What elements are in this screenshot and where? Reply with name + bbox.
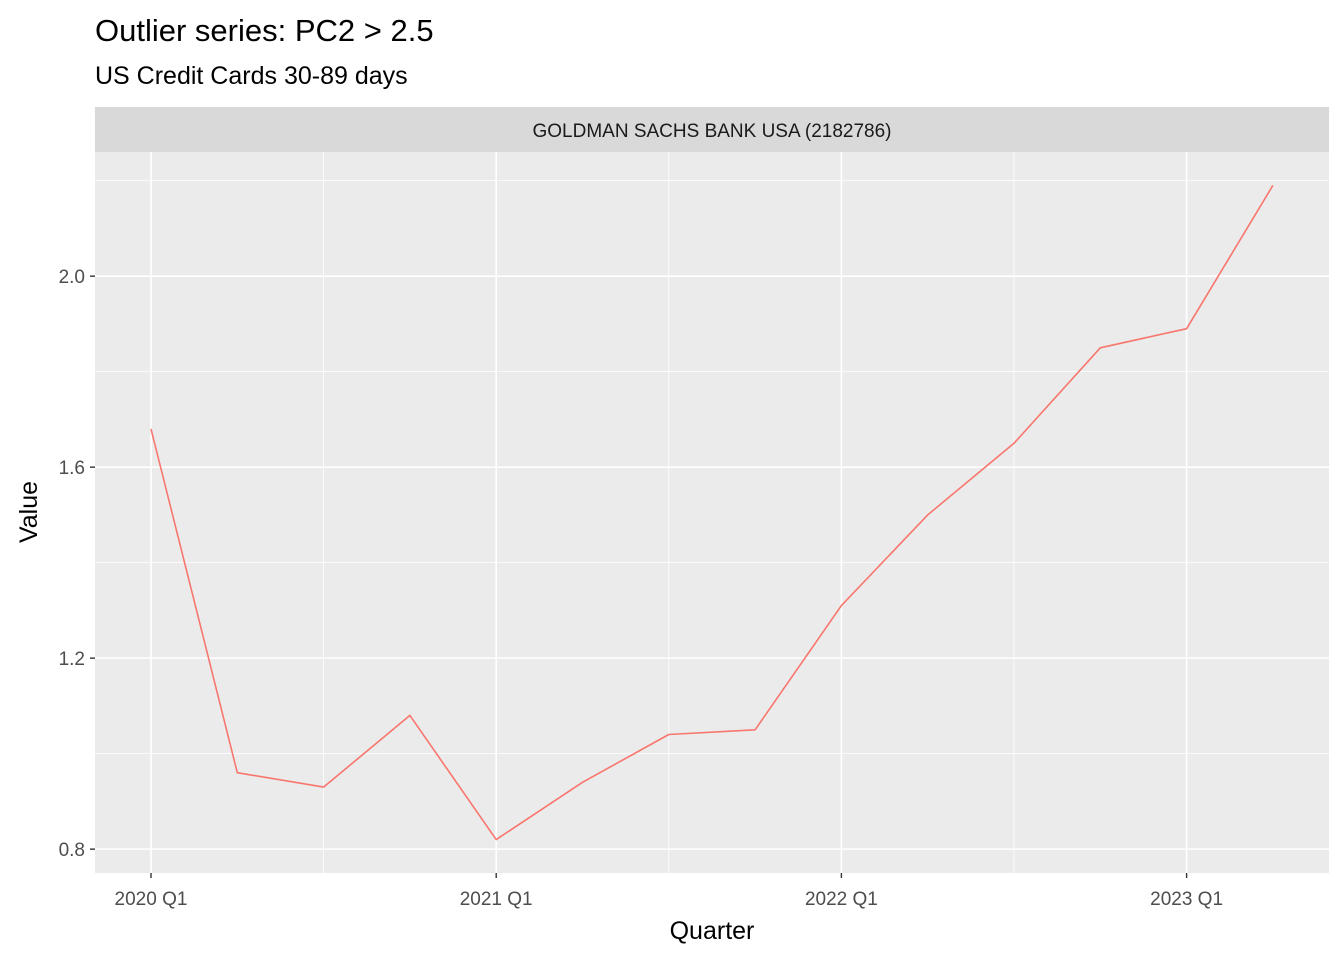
axis-ticks bbox=[90, 275, 1188, 878]
facet-strip bbox=[95, 107, 1329, 152]
x-axis-labels: 2020 Q1 2021 Q1 2022 Q1 2023 Q1 bbox=[115, 889, 1224, 910]
plot-panel bbox=[95, 152, 1329, 873]
x-tick-label: 2023 Q1 bbox=[1150, 889, 1223, 910]
major-gridlines bbox=[95, 152, 1329, 873]
y-axis-labels: 0.8 1.2 1.6 2.0 bbox=[59, 267, 85, 861]
facet-label: GOLDMAN SACHS BANK USA (2182786) bbox=[532, 121, 891, 142]
x-axis-title: Quarter bbox=[670, 917, 755, 945]
y-tick-label: 1.6 bbox=[59, 458, 85, 479]
x-tick-label: 2020 Q1 bbox=[115, 889, 188, 910]
minor-gridlines bbox=[95, 152, 1329, 873]
y-tick-label: 2.0 bbox=[59, 267, 85, 288]
chart-subtitle: US Credit Cards 30-89 days bbox=[95, 62, 408, 90]
series-line bbox=[150, 184, 1274, 841]
series-layer bbox=[150, 184, 1274, 841]
chart-title: Outlier series: PC2 > 2.5 bbox=[95, 13, 434, 48]
y-tick-label: 0.8 bbox=[59, 840, 85, 861]
x-tick-label: 2022 Q1 bbox=[805, 889, 878, 910]
x-tick-label: 2021 Q1 bbox=[460, 889, 533, 910]
y-axis-title: Value bbox=[15, 481, 43, 543]
y-tick-label: 1.2 bbox=[59, 649, 85, 670]
